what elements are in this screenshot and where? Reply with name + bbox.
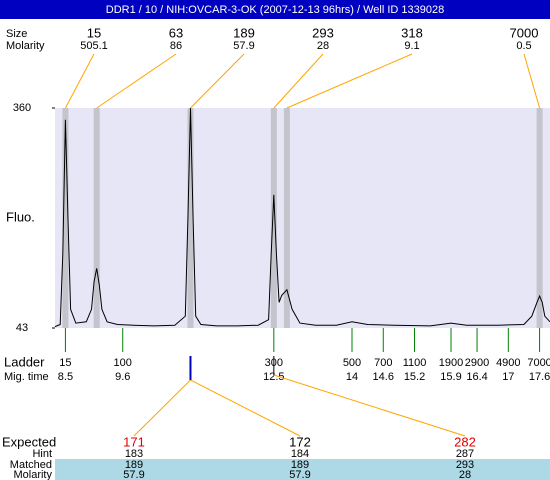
ladder-label: Ladder (4, 354, 45, 369)
peak-band (270, 108, 277, 328)
ladder-time: 16.4 (466, 371, 487, 383)
peak-molarity: 505.1 (80, 40, 108, 52)
peak-size: 7000 (510, 25, 539, 40)
match-connector (273, 374, 466, 437)
peak-band (187, 108, 194, 328)
ladder-size: 15 (59, 357, 71, 369)
peak-connector (64, 53, 95, 109)
ladder-time: 8.5 (58, 371, 73, 383)
ladder-time: 14 (346, 371, 358, 383)
cell-hint: 184 (291, 448, 309, 460)
peak-band (62, 108, 69, 328)
peak-band (93, 108, 100, 328)
row-label: Hint (32, 448, 52, 460)
table-band (55, 459, 550, 480)
ladder-time: 9.6 (115, 371, 130, 383)
ladder-time: 17 (502, 371, 514, 383)
match-connector (133, 379, 191, 437)
cell-expected: 172 (289, 434, 311, 449)
peak-band (283, 108, 290, 328)
ladder-size: 700 (374, 357, 392, 369)
peak-molarity: 0.5 (516, 40, 531, 52)
peak-header: Size (6, 28, 27, 40)
peak-connector (523, 53, 541, 109)
plot-area (55, 108, 550, 328)
peak-size: 318 (401, 25, 423, 40)
ladder-size: 1900 (439, 357, 463, 369)
match-connector (190, 379, 301, 437)
peak-size: 189 (233, 25, 255, 40)
trace (54, 107, 550, 328)
ladder-size: 2900 (465, 357, 489, 369)
ladder-size: 4900 (496, 357, 520, 369)
cell-expected: 171 (123, 434, 145, 449)
row-label: Molarity (13, 469, 52, 480)
ladder-time: 14.6 (373, 371, 394, 383)
peak-size: 63 (169, 25, 183, 40)
peak-connector (190, 53, 245, 109)
title-bar (0, 0, 550, 19)
cell-hint: 183 (125, 448, 143, 460)
cell-expected: 282 (454, 434, 476, 449)
cell-molarity: 28 (459, 469, 471, 480)
row-label: Expected (2, 434, 56, 449)
ladder-size: 100 (114, 357, 132, 369)
cell-molarity: 57.9 (123, 469, 144, 480)
ladder-size: 500 (343, 357, 361, 369)
y-tick-label: 360 (13, 102, 31, 114)
cell-hint: 287 (456, 448, 474, 460)
peak-molarity: 57.9 (233, 40, 254, 52)
peak-molarity: 28 (317, 40, 329, 52)
y-axis-label: Fluo. (6, 209, 35, 224)
peak-molarity: 86 (170, 40, 182, 52)
chart-title: DDR1 / 10 / NIH:OVCAR-3-OK (2007-12-13 9… (106, 4, 445, 16)
cell-matched: 189 (291, 459, 309, 471)
ladder-time: 17.6 (529, 371, 550, 383)
cell-matched: 293 (456, 459, 474, 471)
y-tick-label: 43 (16, 322, 28, 334)
peak-size: 293 (312, 25, 334, 40)
mig-time-label: Mig. time (4, 371, 49, 383)
ladder-time: 12.5 (263, 371, 284, 383)
peak-connector (286, 53, 413, 109)
row-label: Matched (10, 459, 52, 471)
peak-header: Molarity (6, 40, 45, 52)
ladder-size: 1100 (403, 357, 427, 369)
peak-connector (96, 53, 177, 109)
cell-matched: 189 (125, 459, 143, 471)
ladder-size: 7000 (527, 357, 550, 369)
ladder-time: 15.2 (404, 371, 425, 383)
peak-band (536, 108, 543, 328)
peak-molarity: 9.1 (404, 40, 419, 52)
peak-size: 15 (87, 25, 101, 40)
cell-molarity: 57.9 (289, 469, 310, 480)
peak-connector (273, 53, 324, 109)
ladder-time: 15.9 (440, 371, 461, 383)
